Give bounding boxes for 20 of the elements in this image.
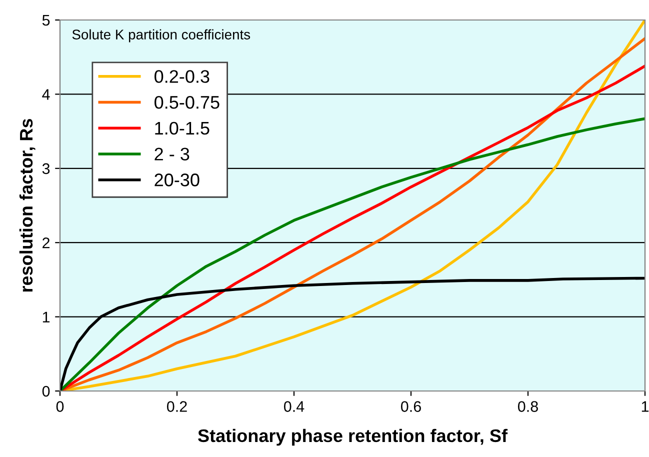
x-tick-label: 0.6 (400, 401, 421, 412)
x-tick-label: 0.2 (166, 401, 187, 412)
x-tick-label: 0.8 (518, 401, 538, 412)
y-tick-label: 3 (42, 163, 50, 174)
y-tick-label: 4 (42, 89, 50, 100)
legend-label: 20-30 (154, 174, 200, 186)
y-tick-label: 5 (42, 15, 50, 26)
x-tick-label: 0.4 (284, 401, 304, 412)
legend-title: Solute K partition coefficients (72, 29, 250, 42)
y-axis-title: resolution factor, Rs (19, 118, 36, 292)
legend-label: 0.2-0.3 (154, 70, 210, 83)
x-axis-title: Stationary phase retention factor, Sf (198, 428, 508, 446)
y-tick-label: 0 (42, 386, 50, 397)
legend-label: 2 - 3 (154, 148, 190, 160)
legend-label: 1.0-1.5 (155, 122, 210, 135)
legend-label: 0.5-0.75 (154, 96, 220, 109)
x-tick-label: 0 (56, 401, 64, 412)
x-tick-label: 1 (642, 401, 649, 412)
y-tick-label: 1 (42, 312, 50, 322)
y-tick-label: 2 (42, 237, 50, 248)
